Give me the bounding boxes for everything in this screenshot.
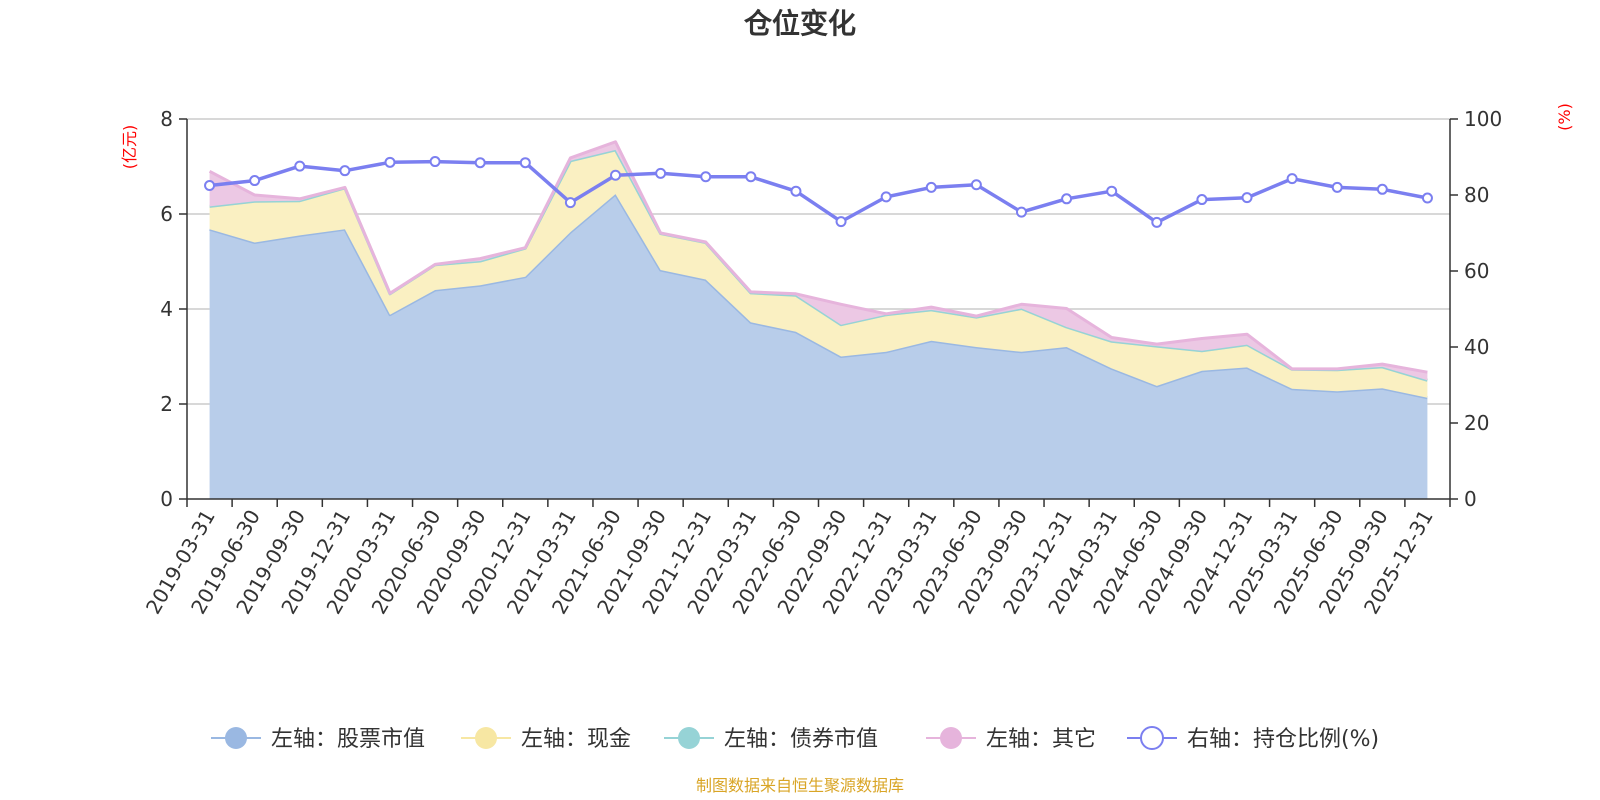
data-source-note: 制图数据来自恒生聚源数据库 [696, 776, 904, 795]
ratio-point [925, 181, 937, 193]
legend-label-2: 左轴：债券市值 [724, 727, 878, 752]
right-tick-label: 100 [1464, 107, 1502, 131]
right-tick-label: 40 [1464, 335, 1489, 359]
right-tick-label: 0 [1464, 487, 1477, 511]
left-tick-label: 4 [160, 297, 173, 321]
ratio-point [1015, 206, 1027, 218]
legend-marker-2 [678, 727, 700, 749]
right-tick-label: 20 [1464, 411, 1489, 435]
ratio-point [1376, 183, 1388, 195]
ratio-point [294, 160, 306, 172]
legend-marker-3 [940, 727, 962, 749]
ratio-point [564, 197, 576, 209]
ratio-point [249, 175, 261, 187]
legend-marker-4 [1140, 726, 1164, 750]
ratio-point [1286, 173, 1298, 185]
ratio-point [339, 165, 351, 177]
left-tick-label: 0 [160, 487, 173, 511]
area-top-line-3 [208, 140, 1428, 374]
ratio-point [429, 156, 441, 168]
ratio-point [745, 171, 757, 183]
left-axis-unit: (亿元) [120, 125, 139, 170]
ratio-point [1061, 193, 1073, 205]
ratio-point [384, 156, 396, 168]
ratio-point [790, 185, 802, 197]
ratio-point [835, 216, 847, 228]
ratio-point [1151, 216, 1163, 228]
right-axis-unit: (%) [1555, 103, 1574, 131]
legend-label-3: 左轴：其它 [986, 727, 1096, 752]
right-tick-label: 60 [1464, 259, 1489, 283]
left-tick-label: 8 [160, 107, 173, 131]
legend-marker-0 [225, 727, 247, 749]
legend: 左轴：股票市值 左轴：现金 左轴：债券市值 左轴：其它 右轴：持仓比例(%) [211, 726, 1379, 752]
ratio-point [970, 179, 982, 191]
area-fill-0 [209, 194, 1428, 499]
legend-label-0: 左轴：股票市值 [271, 727, 425, 752]
area-fill-1 [209, 149, 1428, 398]
ratio-line-series [204, 156, 1433, 228]
left-tick-label: 2 [160, 392, 173, 416]
ratio-point [1241, 192, 1253, 204]
ratio-point [1196, 194, 1208, 206]
ratio-point [519, 157, 531, 169]
ratio-point [700, 171, 712, 183]
ratio-line [209, 159, 1428, 225]
ratio-point [610, 169, 622, 181]
legend-marker-1 [475, 727, 497, 749]
left-tick-label: 6 [160, 202, 173, 226]
ratio-point [880, 191, 892, 203]
ratio-point [1331, 181, 1343, 193]
ratio-point [1106, 185, 1118, 197]
chart-title: 仓位变化 [744, 7, 856, 40]
right-tick-label: 80 [1464, 183, 1489, 207]
area-series [208, 140, 1428, 499]
legend-label-4: 右轴：持仓比例(%) [1187, 727, 1379, 752]
ratio-point [1421, 192, 1433, 204]
ratio-point [204, 180, 216, 191]
ratio-point [655, 167, 667, 179]
legend-label-1: 左轴：现金 [521, 727, 631, 752]
ratio-point [474, 157, 486, 169]
